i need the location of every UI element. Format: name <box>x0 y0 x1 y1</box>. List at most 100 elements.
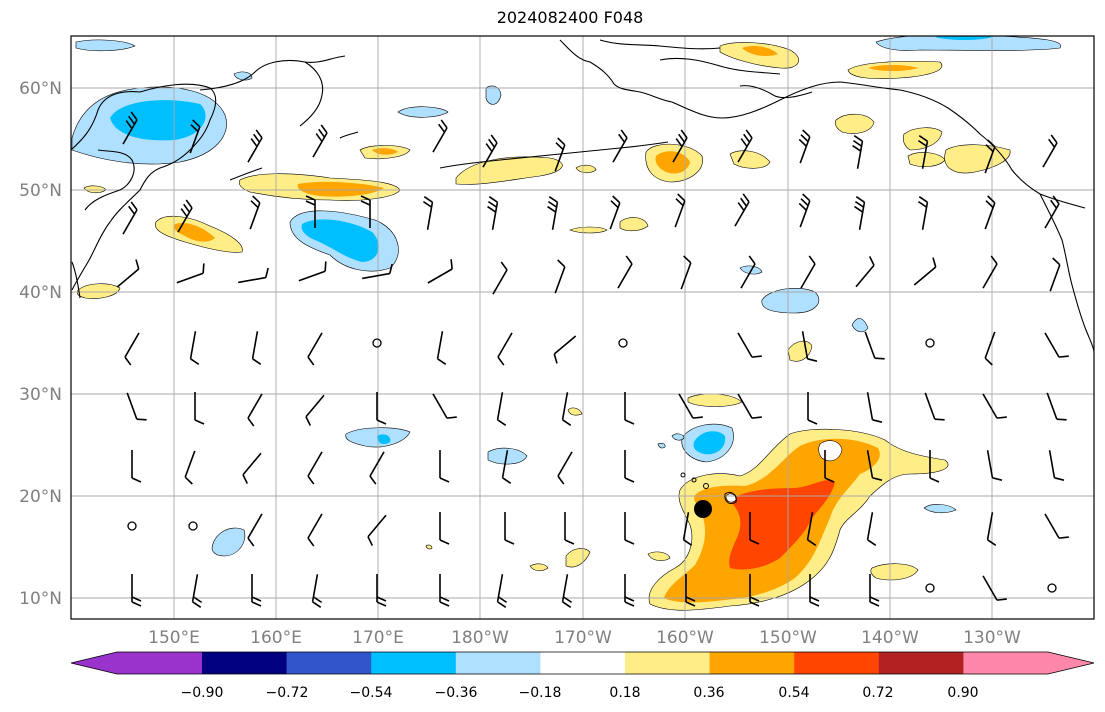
wind-barb <box>1049 257 1061 292</box>
neg-region-small-4 <box>671 433 685 441</box>
wind-barb <box>247 513 263 547</box>
wind-barb <box>189 119 201 154</box>
neg-core-west-pac <box>377 434 391 444</box>
colorbar-outline <box>70 651 1095 675</box>
wind-barb <box>809 574 820 607</box>
wind-barb <box>737 332 762 358</box>
wind-barb <box>432 119 448 153</box>
colorbar-segment <box>963 652 1048 674</box>
neg-region-central <box>487 447 528 465</box>
map-title: 2024082400 F048 <box>496 8 644 27</box>
lon-label: 160°W <box>656 628 714 648</box>
wind-barb <box>251 574 262 607</box>
neg-region-mid <box>761 287 820 314</box>
wind-barb <box>305 195 316 228</box>
neg-region-top-right <box>875 36 1061 51</box>
colorbar-tick-label: −0.90 <box>181 685 224 701</box>
wind-barb <box>612 129 628 163</box>
wind-barb <box>487 196 499 230</box>
wind-barb <box>307 332 323 366</box>
lat-label: 20°N <box>19 487 62 507</box>
lat-label: 10°N <box>19 589 62 609</box>
colorbar-tick-label: 0.18 <box>609 685 640 701</box>
colorbar-extend-max <box>1048 652 1094 674</box>
wind-barb <box>807 392 818 425</box>
neg-core-aleutian <box>301 219 379 262</box>
neg-core-hawaii-n <box>693 431 726 455</box>
wind-barb <box>800 255 816 289</box>
coast-alaska-north <box>599 39 721 50</box>
wind-barb <box>312 124 328 158</box>
wind-barb <box>557 451 573 485</box>
wind-barb <box>806 512 817 546</box>
wind-barb <box>311 574 323 608</box>
colorbar-segment <box>709 652 795 674</box>
wind-barb <box>737 393 762 419</box>
wind-barb <box>674 193 686 228</box>
wind-barb <box>685 574 696 607</box>
colorbar-segment <box>117 652 202 674</box>
wind-barb <box>553 335 577 364</box>
pos-region-small-j <box>529 563 549 572</box>
wind-barb <box>609 195 621 230</box>
wind-barb <box>131 450 142 483</box>
lon-label: 170°W <box>554 628 612 648</box>
wind-barb <box>496 574 508 608</box>
wind-barb <box>734 193 750 227</box>
wind-barb <box>672 129 688 163</box>
lon-label: 140°W <box>861 628 919 648</box>
wind-barb <box>749 574 760 607</box>
wind-barb <box>432 393 457 419</box>
wind-barb <box>854 196 866 230</box>
coast-siberia-north <box>199 55 346 91</box>
wind-barb <box>251 331 262 365</box>
wind-barb <box>194 392 205 425</box>
wind-barb <box>986 512 997 546</box>
wind-barb <box>624 392 635 425</box>
colorbar-segment <box>625 652 711 674</box>
wind-barb <box>624 574 635 607</box>
colorbar-segment <box>540 652 626 674</box>
wind-barb <box>866 512 877 546</box>
wind-barb <box>439 574 450 607</box>
wind-barb <box>561 574 573 608</box>
colorbar-tick-label: 0.90 <box>947 685 978 701</box>
wind-barb <box>376 392 387 425</box>
colorbar-segment <box>878 652 964 674</box>
coast-chukotka <box>299 61 324 127</box>
wind-barb <box>982 575 1007 601</box>
pos-region-small-k <box>565 548 591 568</box>
colorbar-tick-label: −0.72 <box>266 685 309 701</box>
coast-bristol <box>739 85 813 99</box>
wind-barb <box>126 392 147 421</box>
wind-barb <box>1046 392 1067 421</box>
lat-label: 30°N <box>19 385 62 405</box>
pos-core-aleutian-band <box>297 181 384 197</box>
wind-barb <box>1048 450 1065 481</box>
coast-alaska-west <box>559 39 673 103</box>
pos-region-gulf-4 <box>834 113 875 134</box>
neg-region-east-low <box>923 504 957 514</box>
wind-barb <box>624 450 635 483</box>
lon-label: 170°E <box>352 628 404 648</box>
wind-barb <box>798 193 811 228</box>
colorbar-segment <box>286 652 372 674</box>
coast-okhotsk <box>84 149 135 211</box>
lon-label: 160°E <box>250 628 302 648</box>
wind-barb <box>913 257 937 286</box>
shaded-fields <box>71 36 1061 611</box>
wind-barb <box>122 111 138 145</box>
wind-barb <box>678 393 703 419</box>
wind-barb <box>189 331 200 365</box>
pos-core-alaska-3 <box>868 65 918 71</box>
neg-region-west-low <box>211 527 246 557</box>
wind-barb <box>247 129 263 163</box>
wind-barb <box>929 450 940 483</box>
colorbar-tick-label: 0.54 <box>778 685 809 701</box>
wind-barb <box>307 451 323 485</box>
lon-label: 130°W <box>963 628 1021 648</box>
coast-kamchatka <box>71 83 217 291</box>
wind-barb <box>497 332 513 366</box>
colorbar-segment <box>455 652 541 674</box>
wind-barb <box>1044 195 1060 229</box>
